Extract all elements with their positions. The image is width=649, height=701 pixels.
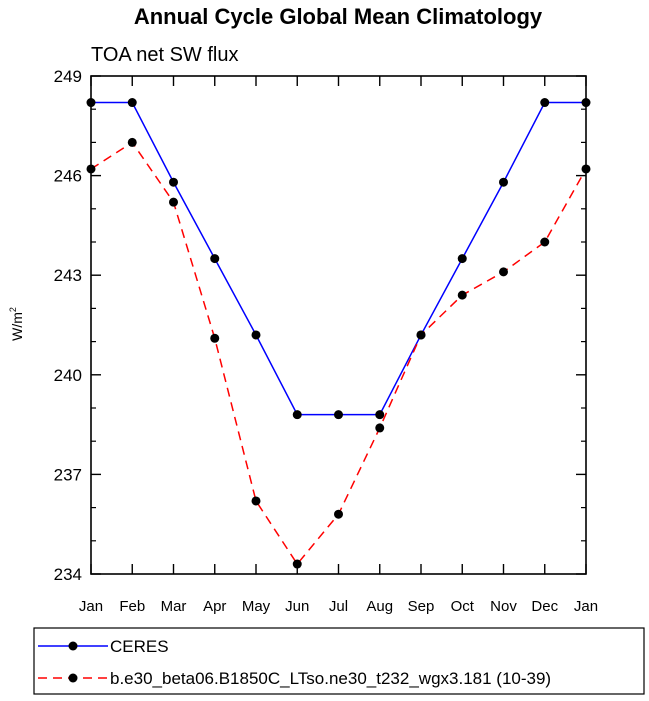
data-point (251, 496, 261, 506)
data-point (251, 330, 261, 340)
data-point (169, 197, 178, 207)
x-tick-label: Dec (531, 598, 558, 615)
data-point (127, 98, 137, 108)
legend-box (33, 627, 645, 695)
chart-subtitle: TOA net SW flux (91, 44, 238, 66)
data-point (292, 410, 302, 420)
legend-marker-0 (68, 641, 78, 651)
data-point (540, 237, 550, 247)
y-axis-label-superscript: 2 (8, 307, 18, 312)
y-tick-label: 246 (54, 167, 82, 186)
x-tick-label: Jan (79, 598, 103, 615)
x-tick-label: Apr (203, 598, 226, 615)
legend-label-0: CERES (110, 637, 169, 656)
legend: CERES b.e30_beta06.B1850C_LTso.ne30_t232_… (33, 627, 645, 695)
series-line-1 (90, 141, 587, 566)
x-tick-label: Jan (574, 598, 598, 615)
data-point (127, 137, 137, 147)
data-point (499, 267, 508, 277)
y-tick-label: 234 (54, 565, 82, 584)
x-tick-label: Jun (285, 598, 309, 615)
x-tick-label: Aug (366, 598, 393, 615)
y-tick-label: 237 (54, 465, 82, 484)
y-tick-label: 249 (54, 67, 82, 86)
series-line-0 (91, 101, 586, 416)
x-tick-label: Mar (161, 598, 187, 615)
plot-area: 234 237 240 243 246 249 Jan Feb Mar Apr May Jun Jul A… (54, 67, 598, 615)
data-point (86, 98, 96, 108)
y-axis-label: W/m2 (8, 307, 25, 341)
data-point (457, 254, 467, 264)
x-tick-label: Sep (408, 598, 435, 615)
data-point (169, 177, 178, 187)
data-point (499, 177, 508, 187)
y-axis-label-text: W/m (9, 312, 25, 341)
legend-label-1: b.e30_beta06.B1850C_LTso.ne30_t232_wgx3.… (110, 669, 551, 688)
x-tick-label: Jul (329, 598, 348, 615)
x-tick-label: Nov (490, 598, 517, 615)
data-point (86, 164, 96, 174)
data-point (210, 333, 220, 343)
data-point (334, 509, 343, 519)
data-point (375, 423, 385, 433)
data-point (540, 98, 550, 108)
y-tick-label: 243 (54, 266, 82, 285)
data-point (375, 410, 385, 420)
data-point (457, 290, 467, 300)
legend-marker-1 (68, 673, 78, 683)
x-tick-label: Feb (119, 598, 145, 615)
data-point (292, 559, 302, 569)
data-point (581, 164, 591, 174)
x-tick-label: Oct (451, 598, 475, 615)
y-tick-label: 240 (54, 366, 82, 385)
data-point (334, 410, 343, 420)
chart-title: Annual Cycle Global Mean Climatology (134, 4, 543, 29)
data-point (416, 330, 426, 340)
data-point (581, 98, 591, 108)
x-tick-label: May (242, 598, 271, 615)
plot-frame (90, 75, 587, 575)
data-point (210, 254, 220, 264)
